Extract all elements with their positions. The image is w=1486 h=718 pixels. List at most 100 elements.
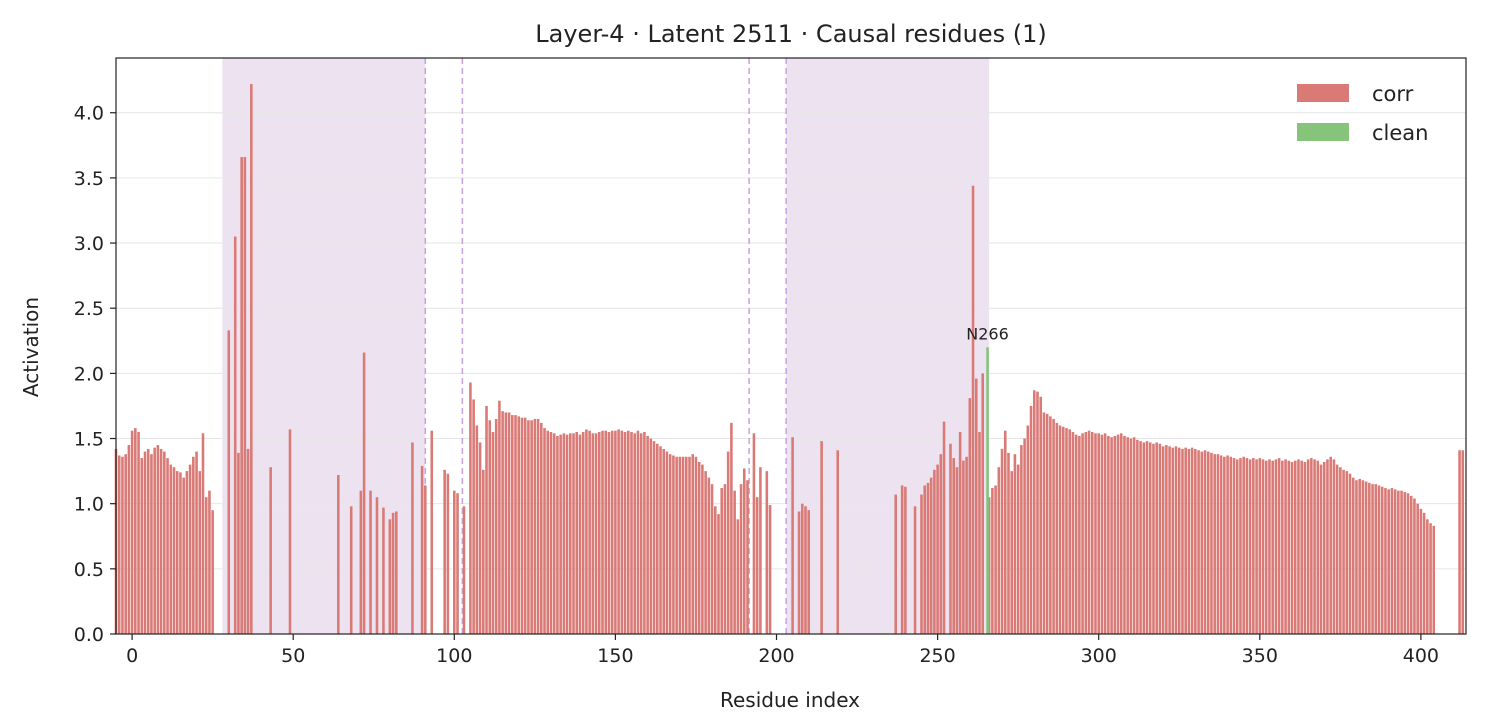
y-axis-label: Activation <box>19 297 43 397</box>
bar-corr-178 <box>974 378 978 634</box>
bar-corr-292 <box>1345 471 1349 634</box>
bar-corr-171 <box>952 458 955 634</box>
bar-corr-168 <box>939 454 943 634</box>
bar-corr-275 <box>1290 461 1294 634</box>
bar-corr-7 <box>137 432 140 634</box>
bar-corr-315 <box>1419 508 1423 634</box>
bar-corr-63 <box>482 469 485 634</box>
bar-corr-38 <box>269 467 272 634</box>
bar-corr-201 <box>1052 418 1055 634</box>
bar-corr-94 <box>581 432 585 634</box>
bar-corr-83 <box>546 430 550 634</box>
bar-corr-182 <box>991 488 994 634</box>
bar-corr-194 <box>1029 405 1033 634</box>
annotation-label: N266 <box>966 324 1009 343</box>
y-tick-label-5: 2.5 <box>74 298 104 320</box>
bar-corr-164 <box>926 482 930 634</box>
bar-corr-114 <box>646 435 649 634</box>
bar-corr-48 <box>391 512 395 634</box>
bar-corr-288 <box>1332 459 1336 634</box>
bar-corr-60 <box>472 399 475 634</box>
bar-corr-88 <box>562 433 566 634</box>
bar-corr-14 <box>159 448 163 634</box>
bar-corr-239 <box>1174 446 1178 634</box>
bar-corr-186 <box>1003 430 1007 634</box>
bar-corr-198 <box>1042 412 1046 634</box>
bar-corr-159 <box>900 485 904 634</box>
bar-corr-314 <box>1416 503 1419 634</box>
bar-corr-119 <box>662 448 666 634</box>
bar-corr-210 <box>1081 433 1084 634</box>
bar-corr-26 <box>198 471 202 634</box>
bar-corr-151 <box>791 437 794 634</box>
bar-corr-134 <box>710 484 714 634</box>
bar-corr-8 <box>140 458 144 634</box>
bar-corr-312 <box>1409 495 1413 634</box>
bar-corr-10 <box>146 448 150 634</box>
bar-corr-242 <box>1184 447 1187 634</box>
legend-label-clean: clean <box>1372 121 1428 145</box>
bar-corr-110 <box>633 433 637 634</box>
bar-corr-118 <box>659 446 662 634</box>
bar-corr-196 <box>1036 391 1039 634</box>
bar-corr-264 <box>1255 459 1258 634</box>
bar-corr-206 <box>1068 429 1071 634</box>
bar-corr-302 <box>1377 485 1381 634</box>
bar-corr-173 <box>958 432 962 634</box>
bar-corr-232 <box>1152 443 1155 634</box>
bar-corr-277 <box>1297 459 1300 634</box>
bar-corr-145 <box>746 480 749 634</box>
bar-corr-58 <box>462 506 466 634</box>
bar-corr-203 <box>1058 425 1062 634</box>
bar-corr-262 <box>1248 459 1252 634</box>
bar-corr-215 <box>1097 433 1100 634</box>
bar-corr-163 <box>923 485 926 634</box>
bar-corr-161 <box>913 506 917 634</box>
bar-corr-308 <box>1397 490 1400 634</box>
bar-corr-146 <box>752 433 756 634</box>
bar-corr-74 <box>517 416 521 634</box>
bar-corr-11 <box>150 454 153 634</box>
bar-corr-202 <box>1055 422 1059 634</box>
bar-corr-77 <box>527 420 530 634</box>
bar-corr-285 <box>1322 461 1326 634</box>
bar-corr-231 <box>1148 442 1152 634</box>
bar-corr-80 <box>536 418 540 634</box>
bar-corr-176 <box>968 398 972 634</box>
bar-corr-99 <box>598 432 601 634</box>
bar-corr-243 <box>1187 448 1191 634</box>
bar-corr-295 <box>1355 480 1358 634</box>
bar-corr-180 <box>981 373 984 634</box>
bar-corr-284 <box>1319 464 1323 634</box>
x-tick-label-0: 0 <box>126 645 138 667</box>
bar-corr-86 <box>556 435 559 634</box>
bar-corr-214 <box>1094 433 1097 634</box>
bar-corr-237 <box>1168 446 1171 634</box>
bar-corr-155 <box>807 510 811 634</box>
bar-corr-309 <box>1400 490 1403 634</box>
bar-corr-225 <box>1129 438 1133 634</box>
bar-corr-27 <box>201 433 205 634</box>
bar-corr-316 <box>1422 512 1426 634</box>
legend: corr clean <box>1297 82 1428 145</box>
bar-corr-259 <box>1239 458 1242 634</box>
bar-corr-270 <box>1274 459 1278 634</box>
bar-corr-256 <box>1229 456 1233 634</box>
bar-corr-21 <box>182 477 185 634</box>
bar-corr-169 <box>942 421 946 634</box>
bar-corr-34 <box>240 157 243 635</box>
bar-corr-71 <box>507 412 511 634</box>
bar-corr-56 <box>453 490 456 634</box>
bar-corr-89 <box>565 434 569 634</box>
bar-corr-36 <box>246 448 250 634</box>
bar-corr-188 <box>1010 471 1013 634</box>
bar-corr-227 <box>1136 439 1139 634</box>
bar-corr-87 <box>559 434 562 634</box>
bar-corr-211 <box>1084 432 1088 634</box>
bar-corr-29 <box>208 490 211 634</box>
bar-corr-252 <box>1216 454 1220 634</box>
bar-corr-228 <box>1139 441 1142 634</box>
bar-corr-156 <box>820 441 823 634</box>
bar-corr-197 <box>1039 396 1042 634</box>
bar-corr-128 <box>691 454 695 634</box>
